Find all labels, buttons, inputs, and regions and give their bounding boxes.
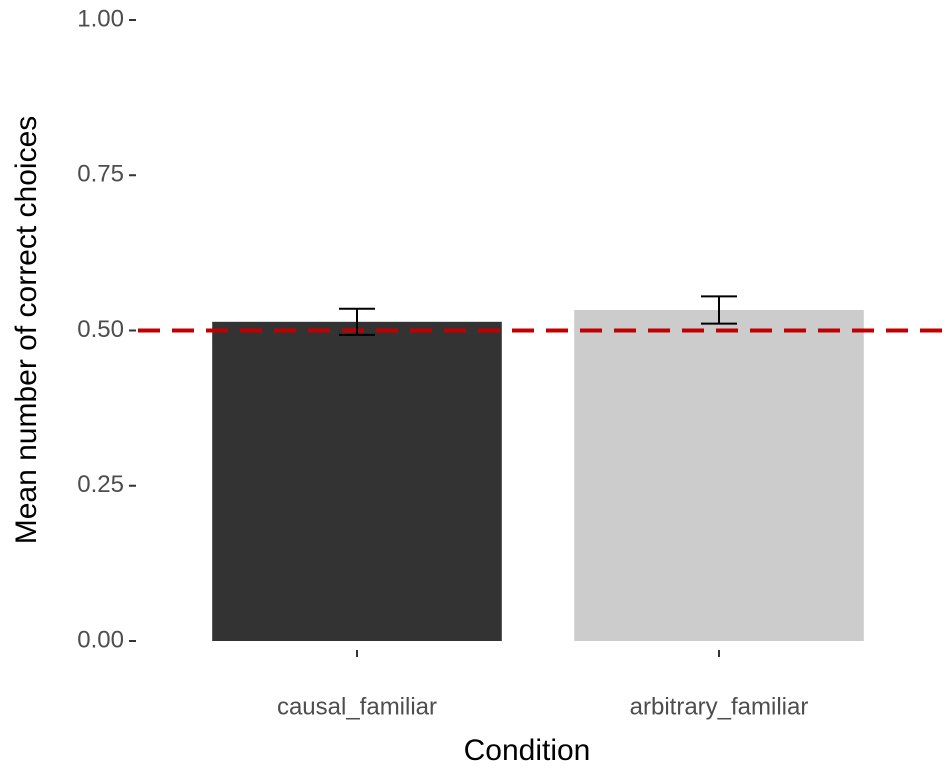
y-tick-label: 0.75 <box>77 161 124 188</box>
y-tick-label: 0.50 <box>77 316 124 343</box>
y-tick-label: 1.00 <box>77 5 124 32</box>
x-tick-label: causal_familiar <box>277 693 437 720</box>
error-bar <box>339 307 375 336</box>
error-bar <box>701 295 737 325</box>
y-tick-label: 0.00 <box>77 626 124 653</box>
y-tick-label: 0.25 <box>77 471 124 498</box>
x-axis-title: Condition <box>464 734 591 767</box>
bar <box>212 321 502 641</box>
x-tick-label: arbitrary_familiar <box>630 693 809 720</box>
bar <box>574 310 864 641</box>
y-axis-title: Mean number of correct choices <box>10 116 43 545</box>
